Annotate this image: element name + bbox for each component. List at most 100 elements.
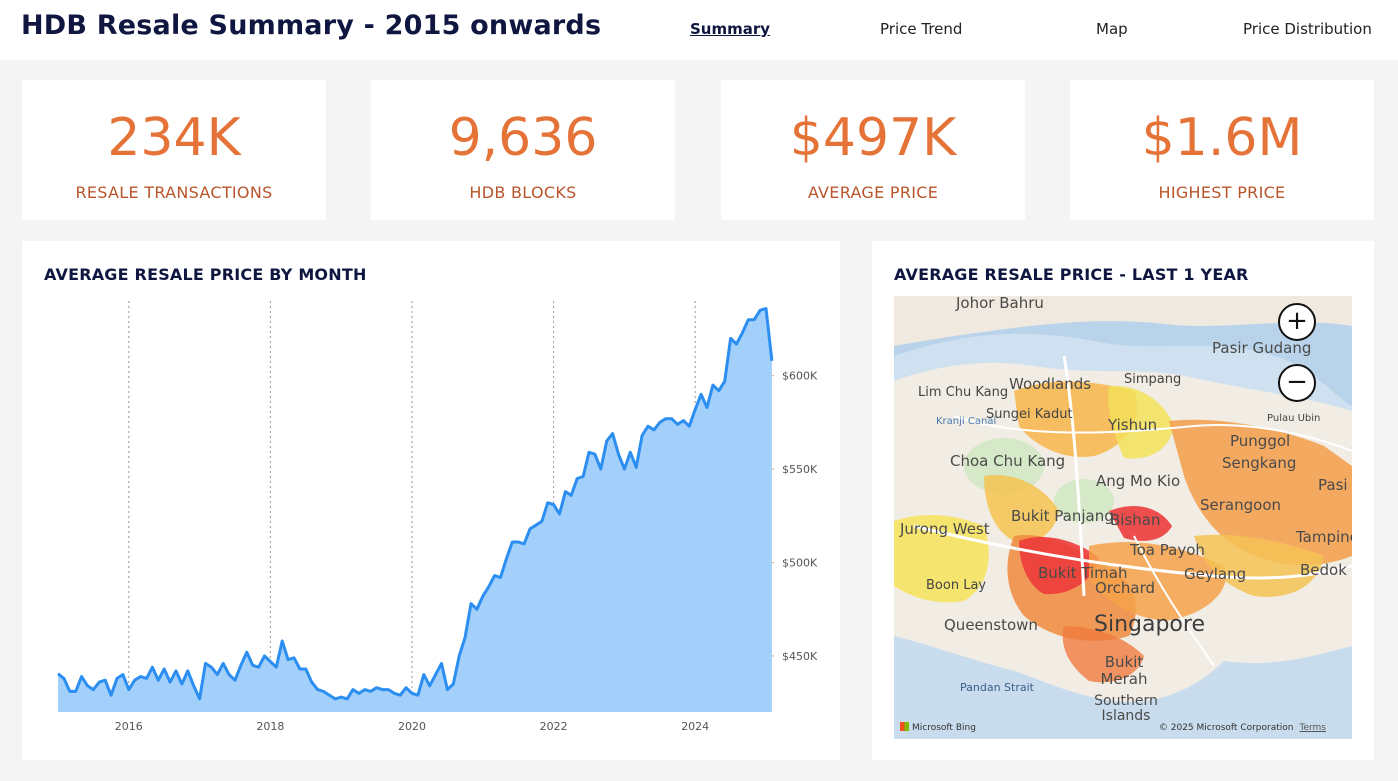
data-point: [675, 422, 680, 427]
map-label-bishan: Bishan: [1110, 511, 1161, 529]
kpi-label: AVERAGE PRICE: [807, 183, 939, 202]
data-point: [516, 540, 521, 545]
map-base: [894, 296, 1352, 739]
data-point: [315, 687, 320, 692]
data-point: [486, 584, 491, 589]
data-point: [144, 676, 149, 681]
map-label-sungei-kadut: Sungei Kadut: [986, 407, 1073, 422]
map-label-punggol: Punggol: [1230, 432, 1291, 450]
data-point: [469, 601, 474, 606]
map-label-serangoon: Serangoon: [1200, 496, 1281, 514]
data-point: [238, 663, 243, 668]
data-point: [492, 573, 497, 578]
data-point: [61, 676, 66, 681]
data-point: [138, 674, 143, 679]
data-point: [221, 661, 226, 666]
data-point: [510, 540, 515, 545]
data-point: [427, 683, 432, 688]
map-attribution: © 2025 Microsoft Corporation Terms: [1159, 723, 1326, 733]
bing-label: Microsoft Bing: [912, 723, 976, 733]
data-point: [410, 691, 415, 696]
data-point: [256, 665, 261, 670]
x-tick-label: 2024: [681, 720, 709, 733]
kpi-value: 234K: [107, 108, 241, 168]
map-label-pasir-gudang: Pasir Gudang: [1212, 339, 1312, 357]
data-point: [309, 680, 314, 685]
map-label-southern-islands: Southern Islands: [1094, 693, 1158, 725]
kpi-value: 9,636: [448, 108, 598, 168]
header-bar: HDB Resale Summary - 2015 onwards Summar…: [0, 0, 1398, 60]
data-point: [126, 687, 131, 692]
map-view[interactable]: Johor Bahru Pasir Gudang Woodlands Simpa…: [894, 296, 1352, 739]
data-point: [67, 689, 72, 694]
data-point: [185, 668, 190, 673]
data-point: [457, 654, 462, 659]
data-point: [73, 689, 78, 694]
zoom-out-button[interactable]: −: [1278, 364, 1316, 402]
data-point: [103, 678, 108, 683]
data-point: [250, 663, 255, 668]
data-point: [286, 657, 291, 662]
x-tick-label: 2020: [398, 720, 426, 733]
terms-link[interactable]: Terms: [1299, 723, 1326, 733]
map-label-sengkang: Sengkang: [1222, 454, 1297, 472]
data-point: [380, 687, 385, 692]
data-point: [156, 678, 161, 683]
data-point: [587, 450, 592, 455]
data-point: [551, 502, 556, 507]
map-label-queenstown: Queenstown: [944, 616, 1038, 634]
y-tick-label: $550K: [782, 463, 818, 476]
map-label-orchard: Orchard: [1095, 579, 1156, 597]
map-label-jurong-west: Jurong West: [900, 520, 990, 538]
kpi-label: HDB BLOCKS: [469, 183, 577, 202]
data-point: [233, 678, 238, 683]
data-point: [663, 416, 668, 421]
bing-logo: Microsoft Bing: [900, 722, 976, 733]
data-point: [292, 655, 297, 660]
map-label-choa-chu-kang: Choa Chu Kang: [950, 452, 1066, 470]
data-point: [522, 541, 527, 546]
map-label-yishun: Yishun: [1108, 416, 1158, 434]
data-point: [168, 680, 173, 685]
map-label-lim-chu-kang: Lim Chu Kang: [918, 385, 1009, 400]
data-point: [351, 687, 356, 692]
data-point: [563, 489, 568, 494]
map-label-woodlands: Woodlands: [1009, 375, 1092, 393]
data-point: [616, 452, 621, 457]
map-label-bedok: Bedok: [1300, 561, 1347, 579]
data-point: [451, 682, 456, 687]
data-point: [716, 388, 721, 393]
data-point: [85, 683, 90, 688]
line-chart[interactable]: 2016 2018 2020 2022 2024 $450K $500K $550K $600K: [22, 241, 840, 760]
data-point: [421, 672, 426, 677]
kpi-card-resale-transactions: 234K RESALE TRANSACTIONS: [22, 80, 326, 220]
tab-price-distribution[interactable]: Price Distribution: [1243, 20, 1372, 38]
zoom-in-button[interactable]: +: [1278, 303, 1316, 341]
data-point: [752, 317, 757, 322]
kpi-card-average-price: $497K AVERAGE PRICE: [721, 80, 1025, 220]
map-label-johor-bahru: Johor Bahru: [956, 296, 1044, 312]
tab-price-trend[interactable]: Price Trend: [880, 20, 963, 38]
data-point: [646, 424, 651, 429]
kpi-value: $1.6M: [1141, 108, 1303, 168]
kpi-card-hdb-blocks: 9,636 HDB BLOCKS: [371, 80, 675, 220]
tab-summary[interactable]: Summary: [690, 20, 771, 38]
data-point: [79, 674, 84, 679]
data-point: [746, 317, 751, 322]
data-point: [710, 383, 715, 388]
x-tick-label: 2018: [256, 720, 284, 733]
data-point: [339, 695, 344, 700]
data-point: [115, 676, 120, 681]
data-point: [132, 678, 137, 683]
data-point: [533, 523, 538, 528]
data-point: [274, 665, 279, 670]
y-tick-label: $450K: [782, 650, 818, 663]
x-tick-label: 2016: [115, 720, 143, 733]
y-tick-label: $600K: [782, 370, 818, 383]
line-chart-panel: 2016 2018 2020 2022 2024 $450K $500K $550K $600K…: [22, 241, 840, 760]
data-point: [758, 308, 763, 313]
tab-map[interactable]: Map: [1096, 20, 1128, 38]
map-label-pasir-ris: Pasi: [1318, 476, 1348, 494]
data-point: [56, 671, 61, 676]
data-point: [699, 392, 704, 397]
